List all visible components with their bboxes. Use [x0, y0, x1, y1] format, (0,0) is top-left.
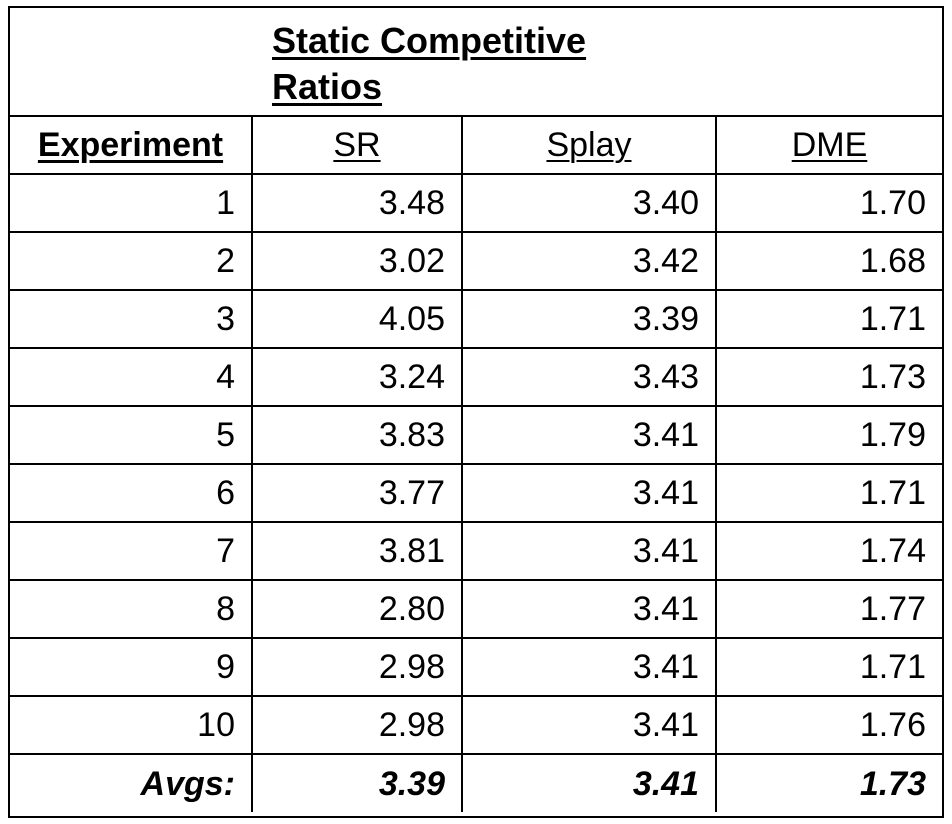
table-row: 7 3.81 3.41 1.74 [10, 521, 943, 581]
competitive-ratios-sheet: Static Competitive Ratios Experiment SR … [8, 6, 944, 818]
header-dme: DME [714, 115, 943, 175]
cell-splay: 3.42 [461, 231, 717, 291]
cell-splay: 3.41 [461, 463, 717, 523]
average-splay: 3.41 [461, 753, 717, 812]
table-row: 1 3.48 3.40 1.70 [10, 173, 943, 233]
cell-sr: 3.81 [251, 521, 463, 581]
average-dme: 1.73 [714, 753, 943, 812]
cell-dme: 1.73 [714, 347, 943, 407]
title-line-1: Static Competitive [272, 20, 587, 61]
cell-dme: 1.71 [714, 463, 943, 523]
cell-experiment: 3 [10, 289, 253, 349]
cell-experiment: 4 [10, 347, 253, 407]
table-row: 2 3.02 3.42 1.68 [10, 231, 943, 291]
table-row: 9 2.98 3.41 1.71 [10, 637, 943, 697]
cell-splay: 3.41 [461, 579, 717, 639]
table-row: 10 2.98 3.41 1.76 [10, 695, 943, 755]
table-row: 5 3.83 3.41 1.79 [10, 405, 943, 465]
cell-sr: 3.77 [251, 463, 463, 523]
header-row: Experiment SR Splay DME [10, 115, 943, 175]
cell-experiment: 2 [10, 231, 253, 291]
cell-dme: 1.79 [714, 405, 943, 465]
competitive-ratios-table: Static Competitive Ratios Experiment SR … [10, 8, 943, 812]
header-experiment: Experiment [10, 115, 253, 175]
cell-splay: 3.41 [461, 521, 717, 581]
cell-experiment: 5 [10, 405, 253, 465]
average-sr: 3.39 [251, 753, 463, 812]
cell-dme: 1.77 [714, 579, 943, 639]
table-title: Static Competitive Ratios [10, 8, 942, 110]
cell-experiment: 8 [10, 579, 253, 639]
cell-dme: 1.76 [714, 695, 943, 755]
cell-sr: 3.48 [251, 173, 463, 233]
cell-sr: 3.83 [251, 405, 463, 465]
cell-sr: 4.05 [251, 289, 463, 349]
cell-sr: 2.98 [251, 695, 463, 755]
cell-sr: 3.02 [251, 231, 463, 291]
cell-splay: 3.39 [461, 289, 717, 349]
cell-dme: 1.68 [714, 231, 943, 291]
averages-label: Avgs: [10, 753, 253, 812]
cell-splay: 3.43 [461, 347, 717, 407]
header-splay: Splay [461, 115, 717, 175]
table-row: 8 2.80 3.41 1.77 [10, 579, 943, 639]
averages-row: Avgs: 3.39 3.41 1.73 [10, 753, 943, 812]
cell-experiment: 6 [10, 463, 253, 523]
title-cell: Static Competitive Ratios [10, 8, 943, 117]
table-row: 3 4.05 3.39 1.71 [10, 289, 943, 349]
table-row: 4 3.24 3.43 1.73 [10, 347, 943, 407]
cell-sr: 2.80 [251, 579, 463, 639]
table-row: 6 3.77 3.41 1.71 [10, 463, 943, 523]
cell-splay: 3.41 [461, 405, 717, 465]
title-row: Static Competitive Ratios [10, 8, 943, 117]
cell-dme: 1.71 [714, 637, 943, 697]
cell-experiment: 7 [10, 521, 253, 581]
cell-dme: 1.70 [714, 173, 943, 233]
cell-splay: 3.40 [461, 173, 717, 233]
cell-experiment: 10 [10, 695, 253, 755]
cell-splay: 3.41 [461, 695, 717, 755]
title-line-2: Ratios [272, 66, 383, 107]
cell-sr: 3.24 [251, 347, 463, 407]
header-sr: SR [251, 115, 463, 175]
cell-sr: 2.98 [251, 637, 463, 697]
cell-experiment: 1 [10, 173, 253, 233]
cell-splay: 3.41 [461, 637, 717, 697]
cell-dme: 1.71 [714, 289, 943, 349]
cell-dme: 1.74 [714, 521, 943, 581]
cell-experiment: 9 [10, 637, 253, 697]
